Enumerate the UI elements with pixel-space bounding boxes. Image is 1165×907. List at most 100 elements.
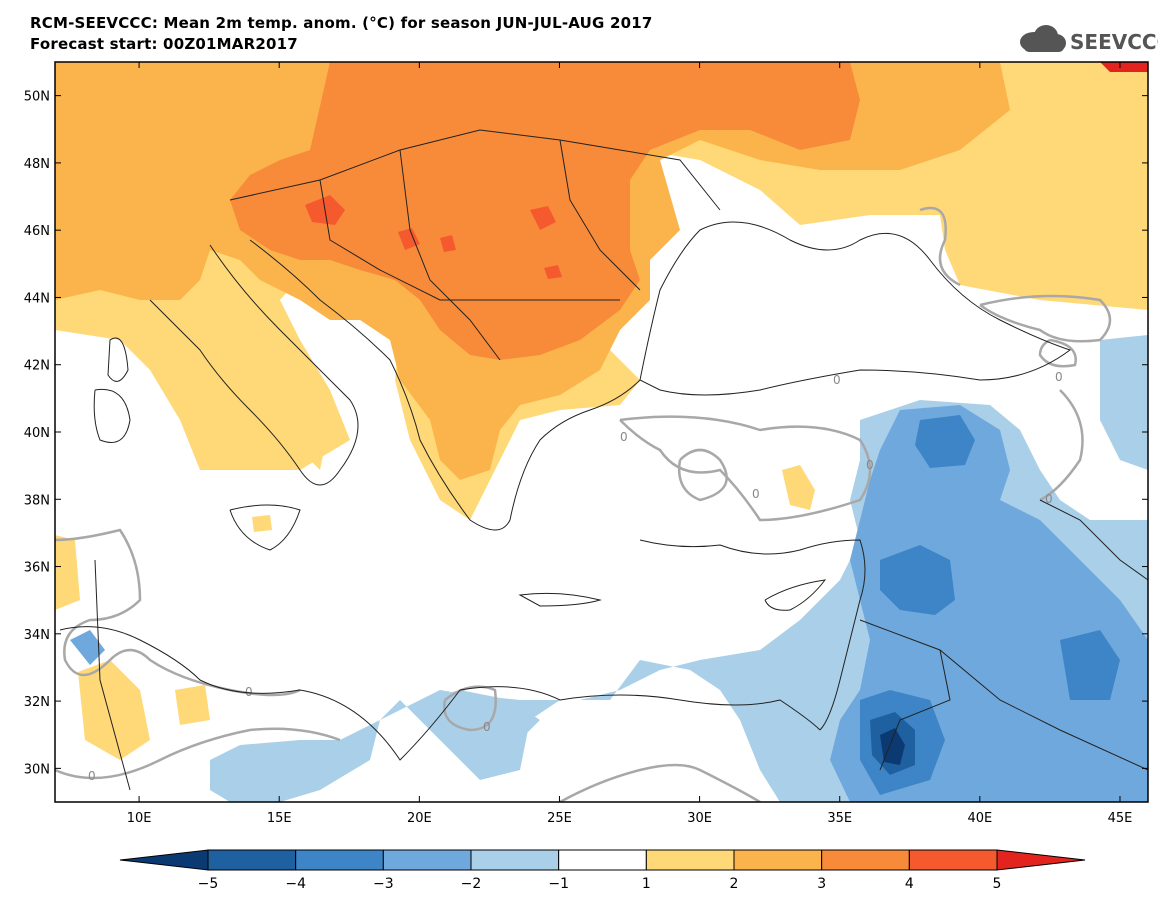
levant-coast bbox=[819, 599, 861, 731]
zero-contour-line bbox=[919, 206, 961, 287]
african-coast bbox=[59, 626, 821, 761]
colorbar-label: −5 bbox=[198, 876, 219, 892]
contour-label: 0 bbox=[245, 685, 253, 699]
anomaly-region-1-2-africa-w bbox=[78, 660, 150, 760]
zero-contour-labels: 0 0 0 0 0 0 0 0 0 bbox=[88, 370, 1063, 783]
anomaly-region-2-3-greece bbox=[430, 410, 500, 480]
coastlines-borders bbox=[59, 129, 1148, 791]
colorbar-label: −4 bbox=[285, 876, 306, 892]
forecast-start-label: Forecast start: 00Z01MAR2017 bbox=[30, 35, 298, 53]
country-border bbox=[1039, 499, 1148, 581]
zero-contour-line bbox=[55, 528, 301, 697]
anomaly-region-1-2-sicily bbox=[252, 515, 272, 532]
anomaly-region-m3-m4 bbox=[915, 415, 975, 468]
anomaly-region-m1-m2-ne bbox=[1100, 335, 1148, 470]
country-border bbox=[559, 139, 641, 291]
italy-coast bbox=[149, 244, 359, 486]
colorbar-label: −1 bbox=[548, 876, 569, 892]
colorbar-swatch bbox=[382, 849, 472, 871]
zero-contour-line bbox=[1038, 338, 1077, 368]
colorbar-swatch bbox=[821, 849, 910, 871]
zero-contour-line bbox=[1039, 389, 1084, 502]
colorbar-swatch bbox=[733, 849, 823, 871]
country-border bbox=[399, 149, 501, 361]
anomaly-region-1-2-tun bbox=[55, 535, 80, 610]
x-tick-label: 10E bbox=[127, 811, 152, 826]
country-border bbox=[94, 559, 131, 791]
cyprus bbox=[764, 579, 827, 611]
anomaly-region-1-2-turkey bbox=[782, 465, 815, 510]
anomaly-region-1-2-africa-w2 bbox=[175, 685, 210, 725]
axis-ticks: 10E 15E 20E 25E 30E 35E 40E 45E 50N 48N 46N 44N 42N 4… bbox=[24, 62, 1148, 826]
contour-label: 0 bbox=[620, 430, 628, 444]
anomaly-region-1-2-italy bbox=[160, 300, 330, 470]
colorbar-label: 1 bbox=[642, 876, 651, 892]
country-border bbox=[229, 129, 721, 211]
x-tick-label: 25E bbox=[547, 811, 572, 826]
country-border bbox=[859, 619, 1148, 771]
colorbar-swatch bbox=[645, 849, 735, 871]
contour-label: 0 bbox=[483, 720, 491, 734]
colorbar-min-arrow bbox=[119, 849, 209, 871]
y-tick-label: 36N bbox=[24, 561, 50, 576]
colorbar-swatch bbox=[558, 849, 647, 871]
zero-contour-line bbox=[979, 294, 1112, 343]
y-tick-label: 32N bbox=[24, 695, 50, 710]
sicily bbox=[229, 504, 301, 551]
map-fields: 0 0 0 0 0 0 0 0 0 bbox=[55, 62, 1148, 802]
turkey-south-coast bbox=[639, 539, 866, 601]
y-tick-label: 48N bbox=[24, 157, 50, 172]
crete bbox=[518, 592, 602, 607]
black-sea-coast bbox=[639, 221, 1072, 396]
anomaly-region-4-5-f bbox=[1100, 62, 1148, 72]
y-tick-label: 34N bbox=[24, 628, 50, 643]
y-tick-label: 38N bbox=[24, 493, 50, 508]
zero-contour-line bbox=[443, 685, 497, 732]
x-tick-label: 40E bbox=[967, 811, 992, 826]
x-tick-label: 30E bbox=[687, 811, 712, 826]
y-tick-label: 44N bbox=[24, 291, 50, 306]
x-tick-label: 45E bbox=[1108, 811, 1133, 826]
anomaly-region-4-5-b bbox=[398, 228, 420, 250]
country-border bbox=[319, 179, 620, 301]
contour-label: 0 bbox=[752, 487, 760, 501]
colorbar: −5 −4 −3 −2 −1 1 2 3 4 5 bbox=[119, 849, 1086, 892]
map-title: RCM-SEEVCCC: Mean 2m temp. anom. (°C) fo… bbox=[30, 14, 653, 32]
colorbar-label: 5 bbox=[993, 876, 1002, 892]
logo-text: SEEVCCC bbox=[1070, 30, 1158, 54]
y-tick-label: 40N bbox=[24, 426, 50, 441]
anomaly-region-m5 bbox=[880, 728, 905, 765]
zero-contour-line bbox=[677, 448, 728, 502]
y-tick-label: 42N bbox=[24, 359, 50, 374]
contour-label: 0 bbox=[1055, 370, 1063, 384]
seevccc-logo: SEEVCCC bbox=[1020, 25, 1158, 54]
corsica bbox=[107, 337, 129, 382]
anomaly-region-4-5-d bbox=[530, 206, 556, 230]
y-tick-label: 46N bbox=[24, 224, 50, 239]
colorbar-label: −3 bbox=[373, 876, 394, 892]
anomaly-region-4-5-c bbox=[440, 235, 456, 252]
colorbar-label: −2 bbox=[461, 876, 482, 892]
colorbar-label: 3 bbox=[817, 876, 826, 892]
colorbar-swatch bbox=[207, 849, 297, 871]
zero-contours bbox=[55, 206, 1112, 802]
anomaly-region-m3-m4-b bbox=[880, 545, 955, 615]
colorbar-max-arrow bbox=[996, 849, 1086, 871]
zero-contour-line bbox=[619, 415, 872, 522]
country-border bbox=[879, 649, 951, 771]
colorbar-label: 4 bbox=[905, 876, 914, 892]
sardinia bbox=[93, 388, 131, 443]
contour-label: 0 bbox=[866, 458, 874, 472]
anomaly-region-4-5-e bbox=[544, 265, 562, 279]
x-tick-label: 35E bbox=[827, 811, 852, 826]
zero-contour-line bbox=[559, 763, 761, 802]
contour-label: 0 bbox=[833, 373, 841, 387]
balkan-coast bbox=[249, 239, 641, 531]
y-tick-label: 30N bbox=[24, 762, 50, 777]
anomaly-region-m2-m3-w bbox=[70, 630, 105, 665]
x-tick-label: 15E bbox=[267, 811, 292, 826]
colorbar-swatch bbox=[470, 849, 560, 871]
x-tick-label: 20E bbox=[407, 811, 432, 826]
anomaly-region-m3-m4-d bbox=[1060, 630, 1120, 700]
colorbar-swatch bbox=[295, 849, 384, 871]
